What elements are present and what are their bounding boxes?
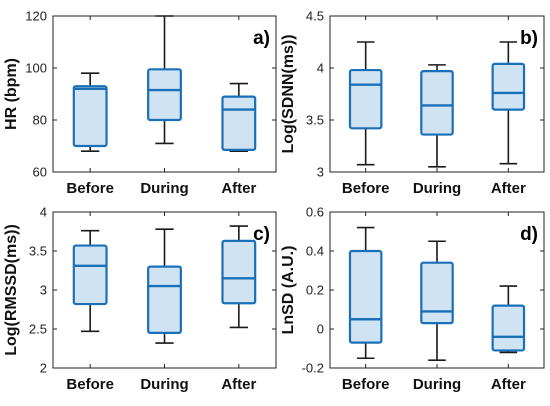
- y-tick-label: 3.5: [29, 244, 47, 259]
- box-before: [72, 72, 108, 152]
- category-label: During: [140, 180, 188, 197]
- box-during: [147, 15, 182, 145]
- category-label: During: [413, 180, 461, 197]
- iqr-box: [348, 68, 383, 130]
- panel-label: d): [520, 224, 538, 245]
- y-tick-label: 0.4: [306, 244, 324, 259]
- iqr-box: [147, 265, 182, 335]
- y-tick-label: 4: [40, 205, 47, 220]
- panel-label: c): [253, 224, 270, 245]
- iqr-box: [420, 261, 454, 325]
- iqr-box: [221, 95, 257, 151]
- y-tick-label: 3: [317, 165, 324, 180]
- y-tick-label: 3.5: [306, 113, 324, 128]
- panel-d: -0.2 0 0.2 0.4 0.6 Before During After LnSD (A.U…: [280, 205, 545, 393]
- category-label: After: [221, 376, 256, 393]
- panel-label: b): [520, 28, 538, 49]
- box-during: [147, 228, 182, 344]
- iqr-box: [491, 62, 526, 111]
- iqr-box: [348, 249, 383, 344]
- iqr-box: [72, 244, 108, 306]
- category-label: After: [221, 180, 256, 197]
- box-after: [221, 225, 257, 329]
- panel-a: 60 80 100 120 Before During After HR (bpm) a): [3, 9, 277, 197]
- iqr-box: [420, 70, 454, 136]
- box-before: [72, 229, 108, 333]
- box-after: [491, 41, 526, 165]
- y-tick-label: 2.5: [29, 322, 47, 337]
- category-label: During: [140, 376, 188, 393]
- y-tick-label: -0.2: [302, 361, 324, 376]
- box-before: [348, 41, 383, 166]
- y-tick-label: 0.6: [306, 205, 324, 220]
- category-label: Before: [66, 376, 114, 393]
- y-tick-label: 100: [25, 61, 47, 76]
- iqr-box: [147, 68, 182, 122]
- y-tick-label: 2: [40, 361, 47, 376]
- y-axis-label: LnSD (A.U.): [280, 246, 297, 335]
- iqr-box: [491, 304, 526, 352]
- y-tick-label: 3: [40, 283, 47, 298]
- category-label: During: [413, 376, 461, 393]
- category-label: After: [491, 180, 526, 197]
- box-after: [221, 82, 257, 152]
- iqr-box: [72, 85, 108, 148]
- panel-label: a): [253, 28, 270, 49]
- category-label: Before: [342, 180, 390, 197]
- y-tick-label: 0: [317, 322, 324, 337]
- y-tick-label: 60: [33, 165, 47, 180]
- category-label: After: [491, 376, 526, 393]
- y-tick-label: 0.2: [306, 283, 324, 298]
- iqr-box: [221, 239, 257, 305]
- y-axis-label: Log(RMSSD(ms)): [3, 224, 20, 356]
- y-tick-label: 4.5: [306, 9, 324, 24]
- box-after: [491, 285, 526, 354]
- y-axis-label: HR (bpm): [3, 58, 20, 130]
- box-during: [420, 64, 454, 168]
- y-tick-label: 80: [33, 113, 47, 128]
- y-axis-label: Log(SDNN(ms)): [280, 34, 297, 153]
- panel-c: 2 2.5 3 3.5 4 Before During After Log(RMSSD(ms))…: [3, 205, 277, 393]
- box-during: [420, 240, 454, 362]
- category-label: Before: [342, 376, 390, 393]
- y-tick-label: 120: [25, 9, 47, 24]
- box-before: [348, 226, 383, 360]
- y-tick-label: 4: [317, 61, 324, 76]
- category-label: Before: [66, 180, 114, 197]
- panel-b: 3 3.5 4 4.5 Before During After Log(SDNN(ms)) b): [280, 9, 545, 197]
